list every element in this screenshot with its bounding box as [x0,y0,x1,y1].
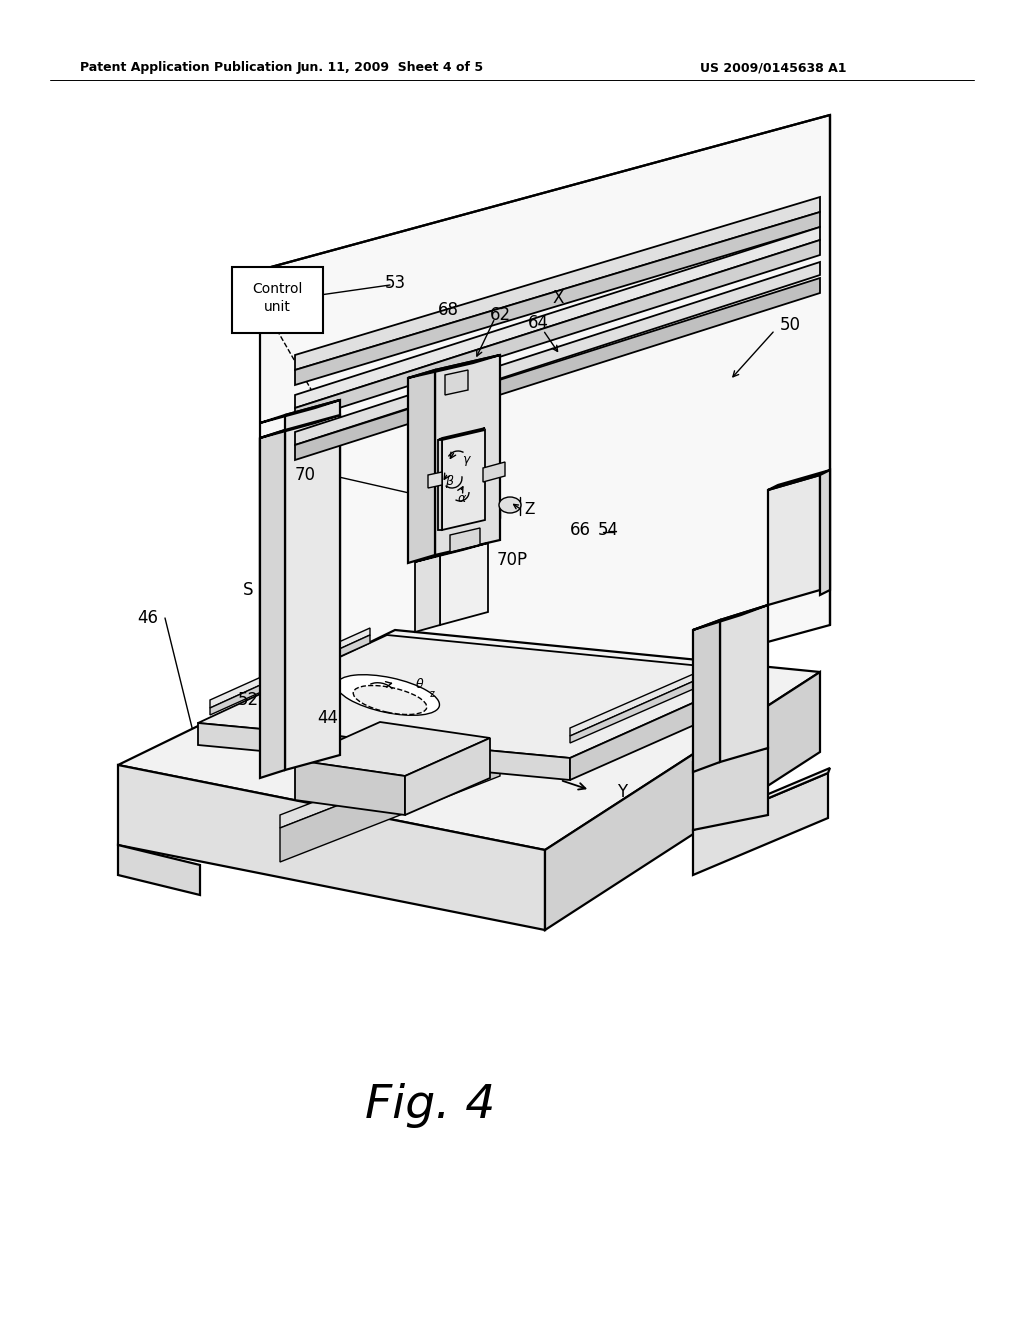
Polygon shape [295,240,820,422]
Polygon shape [295,197,820,370]
Polygon shape [440,363,468,370]
Text: X: X [552,289,563,308]
Polygon shape [406,738,490,814]
Polygon shape [693,620,720,772]
Text: Z: Z [525,503,536,517]
Text: Patent Application Publication: Patent Application Publication [80,62,293,74]
Polygon shape [570,672,762,780]
Text: Y: Y [616,783,627,801]
Polygon shape [768,470,830,490]
Polygon shape [285,400,340,430]
Polygon shape [295,279,820,459]
Polygon shape [483,462,505,482]
Polygon shape [295,261,820,445]
Text: Fig. 4: Fig. 4 [365,1082,496,1127]
Polygon shape [260,430,285,777]
Text: 62: 62 [489,306,511,323]
Text: 64: 64 [527,314,549,333]
Polygon shape [118,630,820,850]
Text: 46: 46 [137,609,159,627]
Text: z: z [430,689,435,700]
Polygon shape [570,657,730,737]
Text: γ: γ [462,454,470,466]
Polygon shape [693,605,768,630]
Polygon shape [118,766,545,931]
FancyBboxPatch shape [232,267,323,333]
Polygon shape [198,723,570,780]
Text: S: S [243,581,253,599]
Polygon shape [435,355,500,554]
Polygon shape [693,768,830,830]
Polygon shape [438,428,485,440]
Polygon shape [280,730,500,828]
Polygon shape [415,543,488,562]
Polygon shape [693,748,768,830]
Polygon shape [295,760,406,814]
Polygon shape [415,554,440,632]
Polygon shape [545,672,820,931]
Text: Jun. 11, 2009  Sheet 4 of 5: Jun. 11, 2009 Sheet 4 of 5 [296,62,483,74]
Text: 52: 52 [238,690,259,709]
Polygon shape [428,473,442,488]
Polygon shape [440,543,488,624]
Polygon shape [820,470,830,595]
Text: 68: 68 [437,301,459,319]
Polygon shape [768,475,820,605]
Polygon shape [445,370,468,395]
Text: θ: θ [416,678,424,692]
Text: 54: 54 [597,521,618,539]
Polygon shape [693,737,768,762]
Text: US 2009/0145638 A1: US 2009/0145638 A1 [700,62,847,74]
Polygon shape [570,665,730,743]
Polygon shape [408,355,500,378]
Text: 53: 53 [384,275,406,292]
Polygon shape [260,400,340,422]
Text: 44: 44 [317,709,339,727]
Ellipse shape [337,675,439,715]
Text: β: β [445,475,453,488]
Polygon shape [438,440,442,531]
Polygon shape [408,370,435,564]
Polygon shape [295,722,490,776]
Polygon shape [442,430,485,531]
Polygon shape [260,115,830,780]
Polygon shape [198,635,762,758]
Polygon shape [295,227,820,408]
Polygon shape [295,213,820,385]
Text: 50: 50 [779,315,801,334]
Ellipse shape [353,685,427,714]
Polygon shape [210,635,370,715]
Ellipse shape [499,498,521,513]
Text: 70: 70 [295,466,315,484]
Polygon shape [210,628,370,708]
Polygon shape [285,414,340,770]
Text: Control
unit: Control unit [252,281,302,314]
Text: 66: 66 [569,521,591,539]
Polygon shape [118,845,200,895]
Text: α: α [458,491,466,504]
Polygon shape [693,774,828,875]
Polygon shape [720,605,768,762]
Polygon shape [280,742,500,862]
Polygon shape [450,528,480,560]
Text: 70P: 70P [497,550,527,569]
Polygon shape [260,414,340,438]
